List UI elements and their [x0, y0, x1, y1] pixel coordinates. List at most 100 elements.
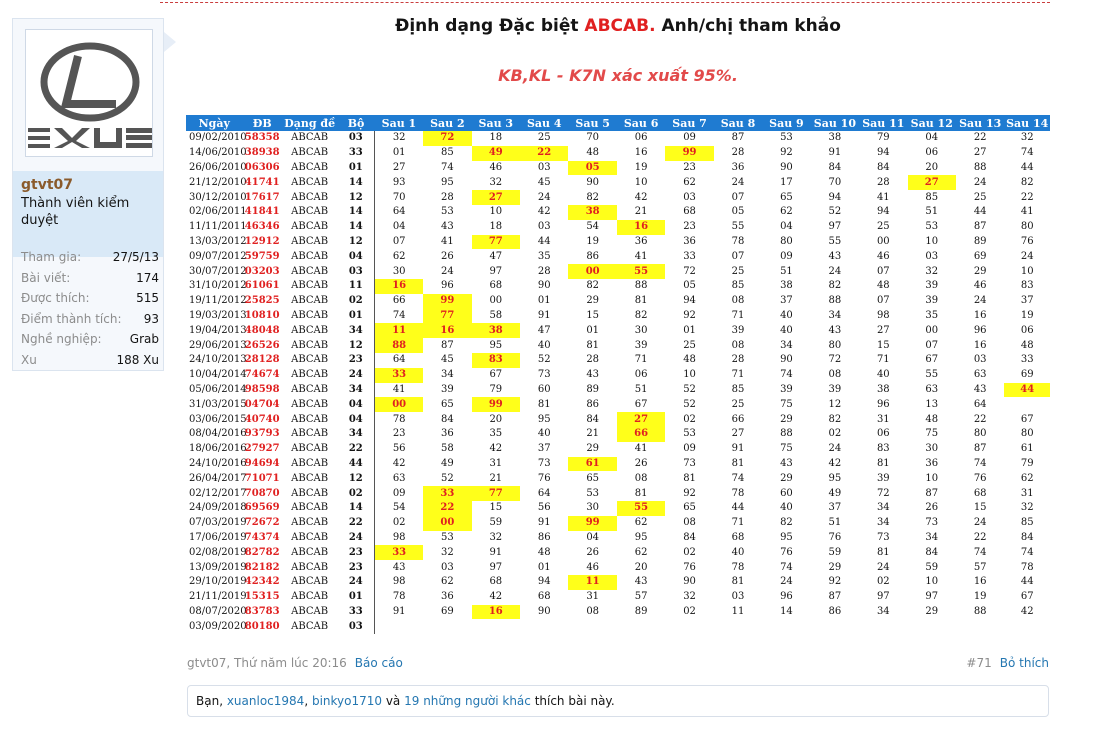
value-cell: 94 — [876, 147, 890, 159]
value-cell: 19 — [586, 235, 600, 247]
value-cell: 46 — [489, 161, 503, 173]
value-cell: 97 — [828, 221, 842, 233]
unlike-link[interactable]: Bỏ thích — [999, 656, 1049, 670]
date-cell: 08/04/2016 — [189, 428, 247, 440]
value-cell: 68 — [973, 487, 987, 499]
value-cell: 31 — [876, 413, 890, 425]
value-cell: 36 — [441, 591, 454, 603]
date-cell: 03/09/2020 — [189, 620, 247, 632]
db-cell: 74674 — [244, 369, 280, 381]
value-cell: 53 — [586, 487, 600, 499]
db-cell: 46346 — [244, 221, 280, 233]
value-cell: 38 — [471, 323, 521, 339]
value-cell: 41 — [392, 383, 406, 395]
likes-others-link[interactable]: 19 những người khác — [404, 694, 531, 708]
value-cell: 48 — [1020, 339, 1034, 351]
table-row: 03/06/2015 40740 ABCAB 04 78 84 20 95 84 27 02 66 29… — [186, 412, 1050, 427]
db-cell: 41841 — [244, 206, 280, 218]
set-cell: 01 — [337, 160, 376, 176]
column-header: Ngày — [186, 115, 243, 131]
value-cell: 73 — [683, 457, 696, 469]
value-cell: 72 — [423, 131, 472, 146]
value-cell: 64 — [537, 487, 551, 499]
value-cell: 32 — [1020, 502, 1034, 514]
value-cell: 43 — [586, 369, 600, 381]
value-cell: 79 — [876, 132, 890, 144]
table-row: 31/03/2015 04704 ABCAB 04 00 65 99 81 86 67 52 25 75… — [186, 397, 1050, 413]
value-cell: 20 — [634, 561, 648, 573]
post-subtitle: KB,KL - K7N xác xuất 95%. — [498, 66, 738, 85]
value-cell: 52 — [683, 383, 696, 395]
value-cell — [568, 619, 616, 634]
value-cell: 38 — [568, 204, 617, 220]
value-cell: 98 — [876, 309, 890, 321]
post-title: Định dạng Đặc biệt ABCAB. Anh/chị tham k… — [187, 16, 1049, 36]
value-cell: 84 — [876, 161, 890, 173]
value-cell: 86 — [828, 605, 842, 617]
liker-link[interactable]: xuanloc1984 — [226, 694, 305, 708]
value-cell: 29 — [586, 443, 600, 455]
value-cell: 51 — [925, 206, 939, 218]
db-cell: 74374 — [244, 531, 280, 543]
liker-link[interactable]: binkyo1710 — [311, 694, 383, 708]
value-cell: 39 — [828, 383, 842, 395]
value-cell: 87 — [828, 591, 842, 603]
value-cell: 88 — [634, 280, 648, 292]
set-cell: 22 — [337, 515, 376, 531]
stat-row: Được thích: 515 — [21, 288, 159, 309]
stat-row: Điểm thành tích: 93 — [21, 309, 159, 330]
value-cell: 18 — [489, 221, 503, 233]
value-cell — [714, 619, 762, 634]
value-cell: 05 — [731, 206, 745, 218]
value-cell: 19 — [634, 161, 648, 173]
value-cell: 97 — [489, 561, 503, 573]
user-sidebar: gtvt07 Thành viên kiểm duyệt Tham gia: 27… — [12, 18, 164, 371]
value-cell: 72 — [876, 487, 890, 499]
stat-row: Nghề nghiệp: Grab — [21, 329, 159, 350]
value-cell: 35 — [925, 309, 939, 321]
value-cell: 82 — [780, 517, 793, 529]
value-cell: 75 — [925, 428, 939, 440]
value-cell: 14 — [780, 605, 793, 617]
value-cell: 99 — [665, 145, 714, 161]
value-cell: 68 — [683, 206, 696, 218]
post-author-time[interactable]: gtvt07, Thứ năm lúc 20:16 — [187, 656, 347, 670]
value-cell: 80 — [1020, 221, 1034, 233]
value-cell: 01 — [537, 295, 551, 307]
value-cell: 70 — [828, 176, 842, 188]
stat-value: 93 — [143, 311, 159, 326]
value-cell: 78 — [731, 561, 745, 573]
value-cell: 15 — [489, 502, 503, 514]
table-row: 19/11/2012 25825 ABCAB 02 66 99 00 01 29 81 94 08 37… — [186, 293, 1050, 309]
value-cell: 88 — [973, 161, 987, 173]
value-cell: 76 — [683, 561, 696, 573]
column-header: Bộ — [337, 115, 375, 131]
report-link[interactable]: Báo cáo — [354, 656, 403, 670]
value-cell: 10 — [925, 235, 939, 247]
avatar[interactable] — [25, 29, 153, 157]
username[interactable]: gtvt07 — [21, 177, 74, 193]
value-cell: 22 — [973, 132, 987, 144]
value-cell: 25 — [973, 191, 987, 203]
format-cell: ABCAB — [291, 620, 329, 632]
set-cell: 34 — [337, 323, 376, 339]
format-cell: ABCAB — [291, 295, 329, 307]
value-cell: 48 — [586, 147, 600, 159]
set-cell: 02 — [337, 486, 376, 501]
value-cell: 73 — [537, 369, 551, 381]
value-cell: 87 — [441, 339, 454, 351]
value-cell: 10 — [683, 369, 696, 381]
set-cell: 24 — [337, 574, 376, 590]
value-cell: 52 — [441, 472, 454, 484]
set-cell: 11 — [337, 278, 376, 294]
value-cell: 58 — [489, 309, 503, 321]
value-cell: 69 — [973, 250, 987, 262]
format-cell: ABCAB — [291, 235, 329, 247]
value-cell: 96 — [973, 324, 987, 336]
value-cell: 16 — [374, 278, 424, 294]
value-cell: 24 — [731, 176, 745, 188]
value-cell: 41 — [876, 191, 890, 203]
post-number[interactable]: #71 — [966, 656, 992, 670]
post-actions: #71 Bỏ thích — [966, 656, 1049, 670]
date-cell: 19/04/2013 — [189, 324, 247, 336]
